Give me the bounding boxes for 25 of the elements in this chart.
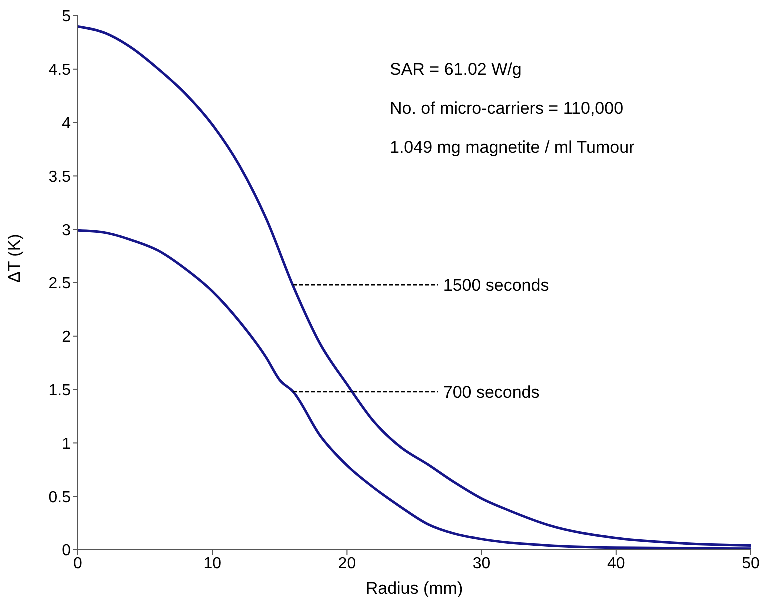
annotation: SAR = 61.02 W/g (390, 60, 522, 80)
y-tick-label: 2.5 (48, 276, 72, 293)
y-tick-label: 3.5 (48, 168, 72, 186)
x-tick-label: 40 (608, 555, 626, 572)
x-axis-title: Radius (mm) (366, 579, 464, 598)
y-tick-label: 2 (62, 329, 72, 346)
annotation: No. of micro-carriers = 110,000 (390, 99, 624, 119)
x-tick-label: 50 (742, 555, 760, 572)
y-tick-label: 4 (62, 115, 72, 132)
x-tick-label: 20 (338, 555, 356, 572)
x-tick-label: 30 (472, 555, 491, 572)
annotation: 1500 seconds (443, 276, 550, 296)
x-tick-label: 10 (204, 555, 222, 572)
y-tick-label: 3 (62, 222, 72, 240)
x-tick-label: 0 (74, 555, 83, 572)
y-tick-label: 5 (62, 8, 72, 26)
annotation: 700 seconds (443, 382, 540, 402)
y-tick-label: 0.5 (48, 489, 72, 506)
annotation: 1.049 mg magnetite / ml Tumour (390, 138, 635, 158)
y-tick-label: 4.5 (48, 62, 72, 80)
y-tick-label: 1 (62, 436, 72, 453)
line-series (78, 25, 751, 547)
y-tick-label: 0 (62, 542, 72, 560)
y-axis-title: ΔT (K) (5, 234, 24, 283)
y-tick-label: 1.5 (48, 382, 72, 400)
